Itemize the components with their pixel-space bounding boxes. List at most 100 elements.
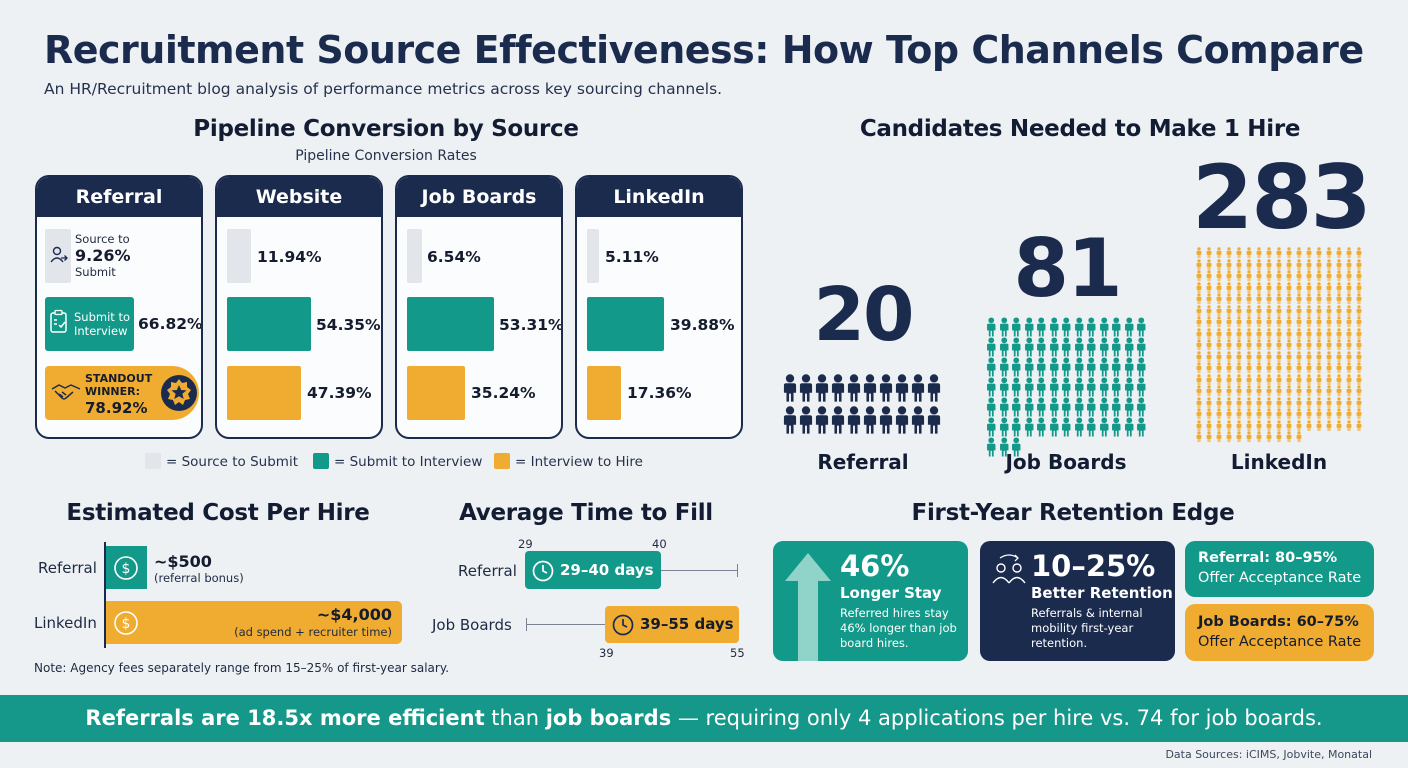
website-card: Website 11.94% 54.35% 47.39% xyxy=(215,175,383,439)
footer-text-2: — requiring only 4 applications per hire… xyxy=(671,706,1323,730)
person-icon xyxy=(1276,270,1282,282)
person-icon xyxy=(1326,281,1332,293)
person-icon xyxy=(1296,373,1302,385)
person-icon xyxy=(1226,247,1232,259)
submit-bar xyxy=(407,297,494,351)
jobboards-card: Job Boards 6.54% 53.31% 35.24% xyxy=(395,175,563,439)
person-icon xyxy=(1112,397,1121,417)
person-icon xyxy=(1216,373,1222,385)
person-icon xyxy=(987,337,996,357)
person-icon xyxy=(1012,357,1021,377)
page-subtitle: An HR/Recruitment blog analysis of perfo… xyxy=(44,80,723,98)
person-icon xyxy=(1356,396,1362,408)
person-icon xyxy=(1196,396,1202,408)
person-icon xyxy=(1326,385,1332,397)
person-icon xyxy=(1336,408,1342,420)
person-icon xyxy=(1286,408,1292,420)
person-icon xyxy=(1296,396,1302,408)
person-icon xyxy=(1296,304,1302,316)
person-icon xyxy=(1087,417,1096,437)
person-icon xyxy=(1356,339,1362,351)
person-icon xyxy=(1336,270,1342,282)
person-icon xyxy=(999,357,1008,377)
source-label-top: Source to xyxy=(75,232,130,246)
person-icon xyxy=(1346,396,1352,408)
person-icon xyxy=(1336,373,1342,385)
winner-label-1: STANDOUT xyxy=(85,372,153,385)
person-icon xyxy=(1306,373,1312,385)
time-jobboards-cap xyxy=(526,618,527,631)
person-icon xyxy=(1276,350,1282,362)
person-icon xyxy=(1316,316,1322,328)
person-icon xyxy=(1049,337,1058,357)
cost-linkedin-value: ~$4,000 xyxy=(316,605,392,624)
person-icon xyxy=(1246,270,1252,282)
person-icon xyxy=(1276,316,1282,328)
person-icon xyxy=(1296,327,1302,339)
person-icon xyxy=(1124,417,1133,437)
time-referral-label: Referral xyxy=(458,562,517,580)
person-icon xyxy=(1336,385,1342,397)
person-icon xyxy=(1256,350,1262,362)
person-icon xyxy=(1316,304,1322,316)
better-retention-title: Better Retention xyxy=(1031,584,1173,602)
person-icon xyxy=(1286,339,1292,351)
person-icon xyxy=(1256,293,1262,305)
person-icon xyxy=(1266,258,1272,270)
person-icon xyxy=(1037,377,1046,397)
person-icon xyxy=(1256,258,1262,270)
person-icon xyxy=(1306,396,1312,408)
person-icon xyxy=(1024,337,1033,357)
person-icon xyxy=(1206,350,1212,362)
person-icon xyxy=(1099,317,1108,337)
person-icon xyxy=(927,374,941,402)
person-icon xyxy=(1336,316,1342,328)
person-icon xyxy=(1316,270,1322,282)
person-icon xyxy=(999,397,1008,417)
person-icon xyxy=(1326,293,1332,305)
person-icon xyxy=(1112,377,1121,397)
person-icon xyxy=(1049,377,1058,397)
person-icon xyxy=(1316,258,1322,270)
person-icon xyxy=(1346,247,1352,259)
person-icon xyxy=(1112,417,1121,437)
person-icon xyxy=(1266,431,1272,443)
person-icon xyxy=(1316,247,1322,259)
person-icon xyxy=(1356,316,1362,328)
person-icon xyxy=(1316,293,1322,305)
person-icon xyxy=(1276,293,1282,305)
person-icon xyxy=(1306,316,1312,328)
person-icon xyxy=(1266,327,1272,339)
person-icon xyxy=(1062,357,1071,377)
person-icon xyxy=(1256,316,1262,328)
person-icon xyxy=(1124,317,1133,337)
up-arrow-icon xyxy=(785,553,831,661)
source-value: 11.94% xyxy=(257,248,322,266)
page-title: Recruitment Source Effectiveness: How To… xyxy=(44,28,1364,72)
person-icon xyxy=(1206,419,1212,431)
cost-heading: Estimated Cost Per Hire xyxy=(66,500,370,526)
person-icon xyxy=(1276,408,1282,420)
person-icon xyxy=(1087,377,1096,397)
person-icon xyxy=(1216,419,1222,431)
person-icon xyxy=(1346,408,1352,420)
person-icon xyxy=(1236,327,1242,339)
footer-text-1: than xyxy=(484,706,546,730)
person-icon xyxy=(1236,304,1242,316)
person-icon xyxy=(1099,397,1108,417)
person-icon xyxy=(1316,339,1322,351)
card-title: LinkedIn xyxy=(577,177,741,217)
person-icon xyxy=(1206,408,1212,420)
person-icon xyxy=(895,374,909,402)
interview-value: 35.24% xyxy=(471,384,536,402)
person-icon xyxy=(1246,362,1252,374)
person-icon xyxy=(1256,431,1262,443)
person-icon xyxy=(1226,339,1232,351)
person-icon xyxy=(1296,385,1302,397)
person-icon xyxy=(1336,362,1342,374)
person-icon xyxy=(1012,417,1021,437)
person-icon xyxy=(1226,419,1232,431)
person-icon xyxy=(1124,357,1133,377)
interview-bar xyxy=(587,366,621,420)
person-icon xyxy=(1246,258,1252,270)
